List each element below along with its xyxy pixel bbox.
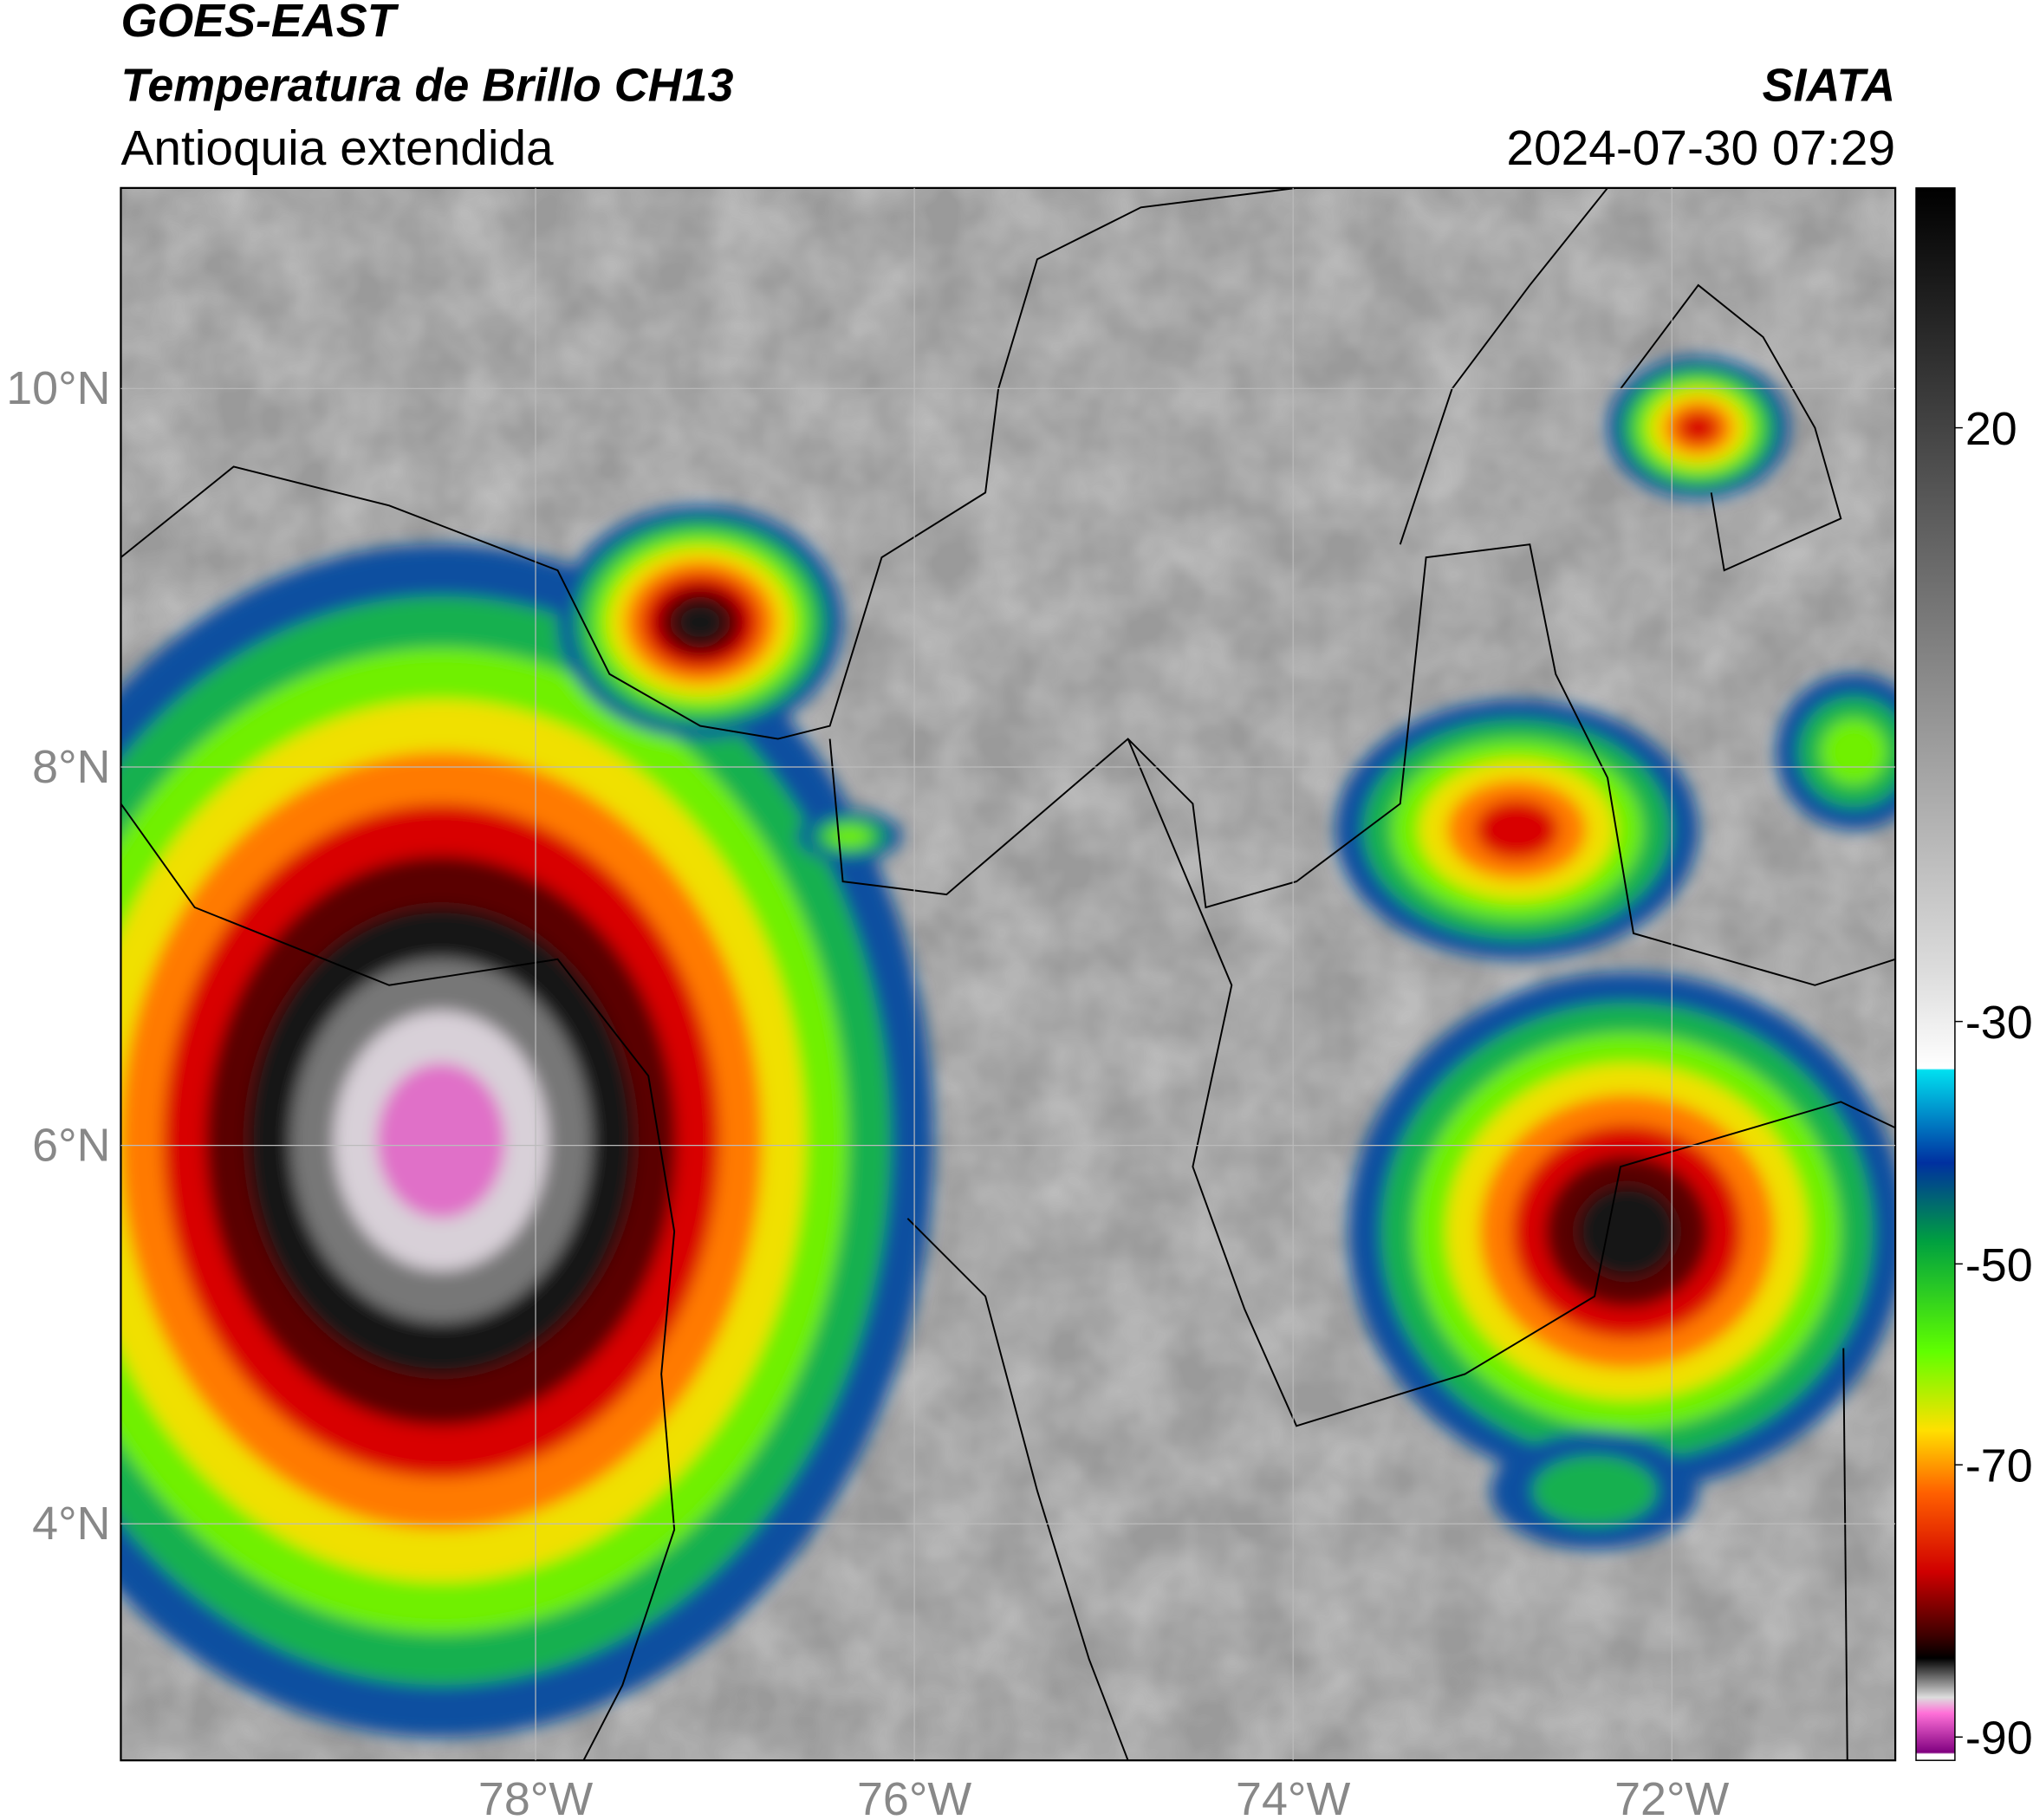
map-image [120, 187, 1896, 1761]
storm-layer [1532, 1455, 1657, 1526]
x-tick-label: 72°W [1614, 1773, 1729, 1820]
source: SIATA [1763, 60, 1896, 112]
storm-layer [1475, 799, 1559, 860]
colorbar-tick-label: -90 [1965, 1713, 2033, 1765]
y-tick-label: 6°N [32, 1120, 110, 1172]
y-tick-label: 8°N [32, 741, 110, 793]
storm-layer [376, 1063, 506, 1219]
colorbar-tick-label: 20 [1965, 403, 2017, 455]
colorbar-tick-label: -70 [1965, 1440, 2033, 1492]
colorbar-tick-label: -30 [1965, 997, 2033, 1049]
borders [120, 187, 1896, 1761]
title: GOES-EAST [120, 0, 399, 47]
region: Antioquia extendida [120, 121, 554, 176]
map-frame [120, 186, 1897, 1762]
colorbar [1915, 187, 1956, 1761]
storm-layer [1577, 1186, 1677, 1277]
colorbar-tick-label: -50 [1965, 1239, 2033, 1291]
x-tick-label: 76°W [857, 1773, 971, 1820]
storm-layer [1820, 718, 1887, 785]
storm-layer [827, 824, 872, 848]
storm-layer [1677, 411, 1719, 445]
subtitle: Temperatura de Brillo CH13 [120, 60, 733, 112]
storm-layer [675, 601, 726, 643]
x-tick-label: 78°W [478, 1773, 593, 1820]
x-tick-label: 74°W [1236, 1773, 1350, 1820]
y-tick-label: 4°N [32, 1498, 110, 1550]
y-tick-label: 10°N [6, 362, 110, 414]
datetime: 2024-07-30 07:29 [1506, 121, 1895, 176]
